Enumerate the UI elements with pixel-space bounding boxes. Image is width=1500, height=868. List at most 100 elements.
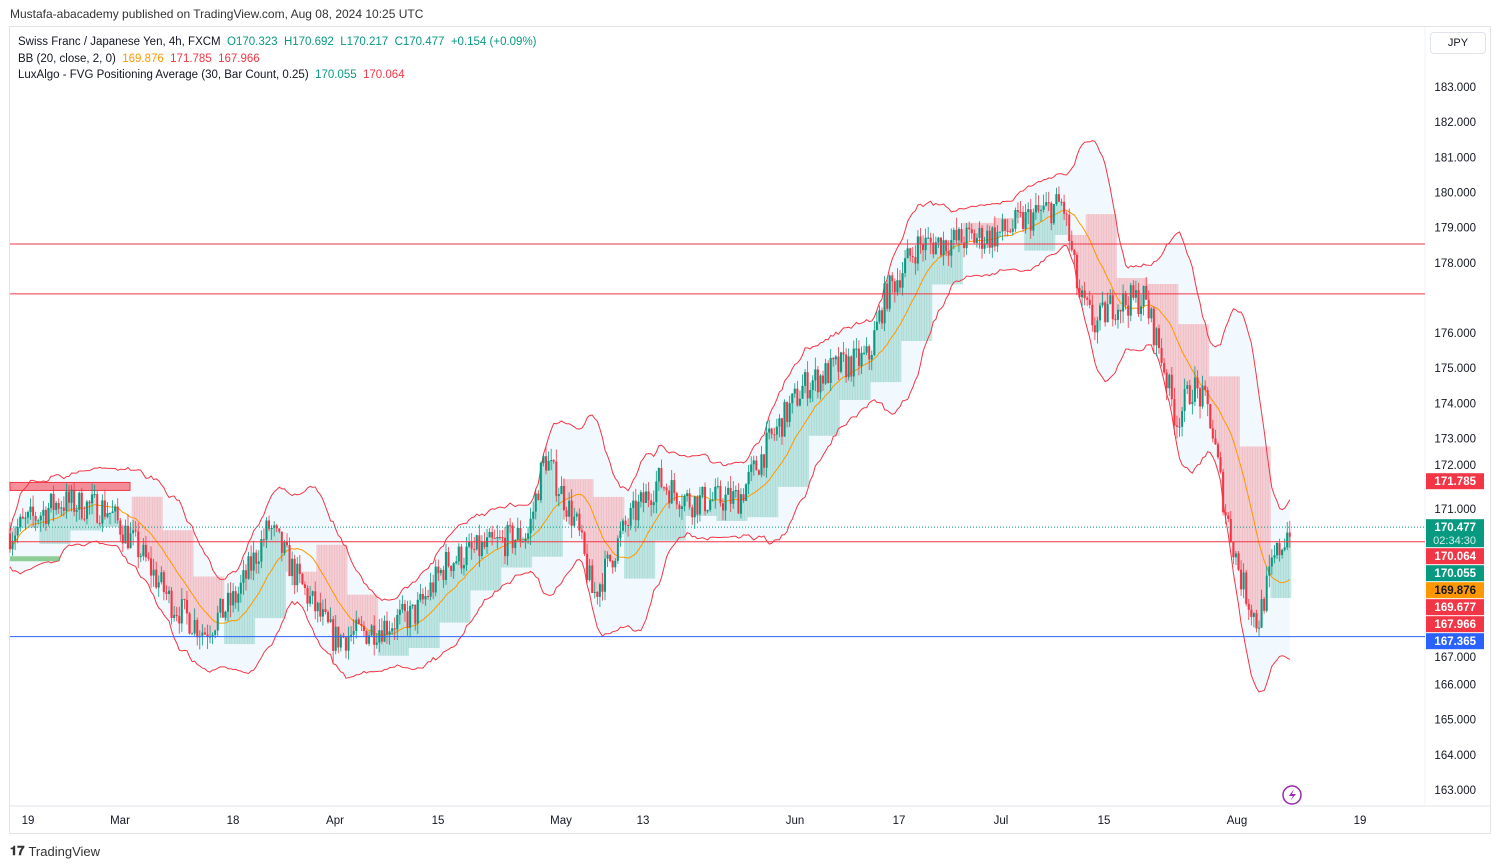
candle-body xyxy=(652,502,655,506)
candle-body xyxy=(732,491,735,504)
candle-body xyxy=(121,534,124,544)
change-value: +0.154 (+0.09%) xyxy=(450,36,537,48)
candle-body xyxy=(1263,599,1266,611)
candle-body xyxy=(1247,603,1250,610)
candle-body xyxy=(1186,385,1189,389)
candle-body xyxy=(957,229,960,241)
candle-body xyxy=(301,574,304,585)
candle-body xyxy=(37,520,40,522)
candle-body xyxy=(83,518,86,520)
candle-body xyxy=(627,525,630,527)
candle-body xyxy=(1001,219,1004,232)
candle-body xyxy=(1091,304,1094,326)
close-value: C170.477 xyxy=(394,36,445,48)
candle-body xyxy=(760,454,763,475)
candle-body xyxy=(57,502,60,509)
candle-body xyxy=(665,487,668,491)
candle-body xyxy=(1040,209,1043,211)
candle-body xyxy=(1275,543,1278,556)
price-tag-label: 169.876 xyxy=(1434,585,1476,597)
candle-body xyxy=(1227,515,1230,520)
countdown-label: 02:34:30 xyxy=(1433,535,1476,547)
candle-body xyxy=(398,609,401,616)
candle-body xyxy=(1111,295,1114,320)
currency-button[interactable]: JPY xyxy=(1430,32,1486,54)
time-tick: 13 xyxy=(637,815,650,827)
candle-body xyxy=(150,558,153,576)
candle-body xyxy=(78,492,81,510)
candle-body xyxy=(483,541,486,548)
candle-body xyxy=(327,612,330,623)
candle-body xyxy=(506,525,509,557)
candle-body xyxy=(868,346,871,360)
price-tag xyxy=(1426,633,1484,650)
price-tick: 183.000 xyxy=(1434,82,1476,94)
candle-body xyxy=(691,507,694,518)
candle-body xyxy=(937,237,940,243)
candle-body xyxy=(1047,202,1050,204)
candle-body xyxy=(650,500,653,506)
candle-body xyxy=(19,516,22,528)
candle-body xyxy=(403,603,406,612)
candle-body xyxy=(165,592,168,594)
candle-body xyxy=(534,493,537,512)
candle-body xyxy=(811,380,814,391)
candle-body xyxy=(909,248,912,256)
candle-body xyxy=(262,539,265,541)
candle-body xyxy=(719,485,722,504)
candle-body xyxy=(1252,613,1255,617)
candle-body xyxy=(1288,532,1291,537)
candle-body xyxy=(437,566,440,574)
fvg-label[interactable]: LuxAlgo - FVG Positioning Average (30, B… xyxy=(18,69,309,81)
candle-body xyxy=(768,428,771,433)
candle-body xyxy=(1127,305,1130,316)
candle-body xyxy=(914,257,917,264)
candle-body xyxy=(939,237,942,256)
candle-body xyxy=(816,369,819,393)
candle-body xyxy=(296,563,299,586)
tradingview-logo: 𝟏𝟕 TradingView xyxy=(10,843,100,859)
candle-body xyxy=(424,595,427,600)
candle-body xyxy=(393,628,396,630)
candle-body xyxy=(391,628,394,632)
candle-body xyxy=(929,237,932,243)
candle-body xyxy=(1022,211,1025,229)
candle-body xyxy=(983,244,986,249)
candle-body xyxy=(1142,285,1145,307)
price-tick: 180.000 xyxy=(1434,187,1476,199)
candle-body xyxy=(562,485,565,511)
candle-body xyxy=(1032,212,1035,231)
time-tick: Aug xyxy=(1227,815,1247,827)
candle-body xyxy=(178,616,181,624)
candle-body xyxy=(1101,302,1104,306)
candle-body xyxy=(942,240,945,256)
candle-body xyxy=(891,275,894,282)
candle-body xyxy=(73,489,76,512)
candle-body xyxy=(496,537,499,539)
candle-body xyxy=(1068,214,1071,241)
candle-body xyxy=(998,231,1001,233)
price-tag xyxy=(1426,565,1484,582)
symbol-title[interactable]: Swiss Franc / Japanese Yen, 4h, FXCM xyxy=(18,36,221,48)
bb-label[interactable]: BB (20, close, 2, 0) xyxy=(18,52,116,65)
candle-body xyxy=(139,556,142,558)
time-tick: Mar xyxy=(110,815,130,827)
candle-body xyxy=(268,520,271,529)
candle-body xyxy=(237,593,240,603)
candle-body xyxy=(1109,295,1112,304)
candle-body xyxy=(1063,201,1066,214)
candle-body xyxy=(191,633,194,635)
candle-body xyxy=(60,507,63,509)
candle-body xyxy=(839,352,842,372)
candle-body xyxy=(511,525,514,549)
candle-body xyxy=(606,554,609,559)
candle-body xyxy=(1204,385,1207,391)
candle-body xyxy=(447,551,450,566)
candle-body xyxy=(470,542,473,549)
price-tick: 181.000 xyxy=(1434,152,1476,164)
candle-body xyxy=(637,501,640,521)
candle-body xyxy=(1045,202,1048,206)
candle-body xyxy=(865,346,868,353)
candle-body xyxy=(596,591,599,597)
